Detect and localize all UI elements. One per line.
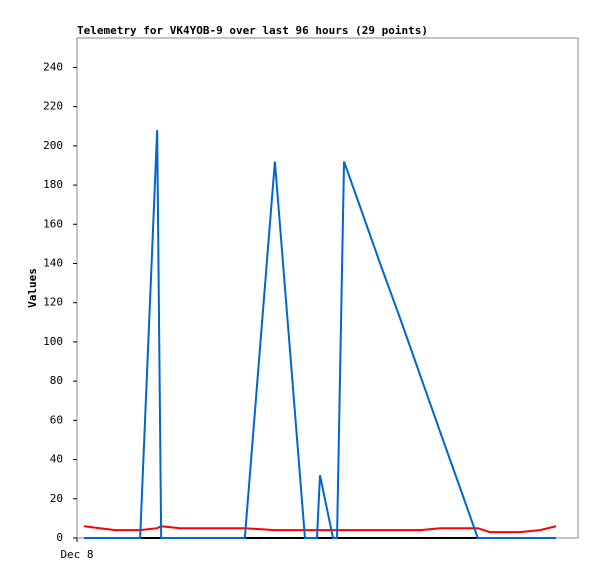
- y-tick-label: 40: [50, 453, 63, 466]
- y-tick-label: 80: [50, 374, 63, 387]
- y-tick-label: 120: [43, 296, 63, 309]
- y-tick-label: 160: [43, 217, 63, 230]
- y-tick-label: 60: [50, 413, 63, 426]
- y-axis-label: Values: [26, 268, 39, 308]
- y-tick-label: 220: [43, 100, 63, 113]
- series-line: [84, 130, 556, 539]
- y-tick-label: 180: [43, 178, 63, 191]
- series-line: [83, 525, 557, 534]
- y-tick-label: 140: [43, 256, 63, 269]
- chart-title: Telemetry for VK4YOB-9 over last 96 hour…: [77, 24, 428, 37]
- y-tick-label: 240: [43, 60, 63, 73]
- y-tick-label: 20: [50, 492, 63, 505]
- y-tick-label: 0: [56, 531, 63, 544]
- plot-frame: [76, 37, 579, 539]
- y-tick-label: 200: [43, 139, 63, 152]
- x-tick-label: Dec 8: [60, 548, 93, 561]
- y-tick-label: 100: [43, 335, 63, 348]
